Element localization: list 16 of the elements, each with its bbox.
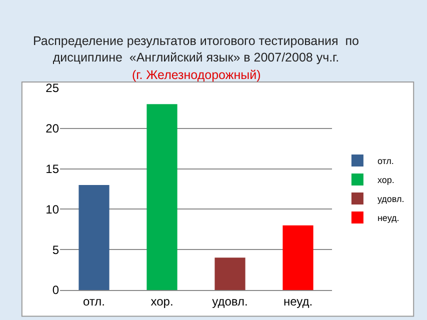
x-tick-label: отл.: [83, 294, 105, 308]
legend-label: хор.: [377, 175, 394, 186]
y-tick-label: 10: [46, 202, 60, 216]
y-tick-label: 5: [52, 242, 60, 257]
legend-label: удовл.: [377, 194, 404, 204]
legend-label: отл.: [377, 156, 394, 166]
x-tick-label: удовл.: [212, 294, 248, 308]
y-tick-label: 20: [46, 122, 60, 136]
x-tick-label: хор.: [150, 294, 174, 308]
y-tick-label: 25: [46, 81, 60, 96]
chart-subtitle: (г. Железнодорожный): [132, 68, 261, 82]
legend-label: неуд.: [377, 213, 400, 224]
x-tick-label: неуд.: [283, 294, 313, 308]
y-tick-label: 15: [46, 162, 60, 176]
chart-title: Распределение результатов итогового тестирования по дисциплине «Английский язык» в 2007/2008 уч.г.: [33, 34, 359, 64]
y-tick-label: 0: [52, 283, 60, 298]
